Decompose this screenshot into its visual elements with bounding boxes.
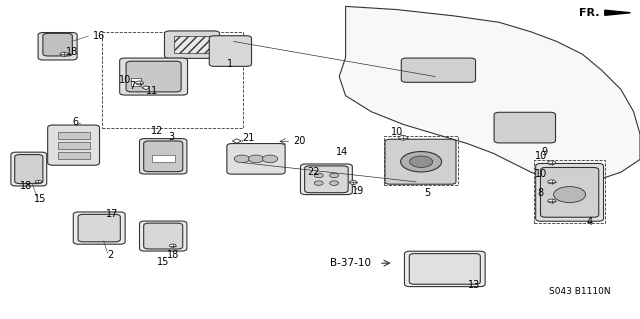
Circle shape	[330, 173, 339, 178]
Text: 14: 14	[335, 146, 348, 157]
Text: B-37-10: B-37-10	[330, 258, 371, 268]
Text: 16: 16	[93, 31, 106, 41]
Text: 9: 9	[541, 146, 547, 157]
FancyBboxPatch shape	[227, 144, 285, 174]
Text: 1: 1	[227, 59, 234, 70]
FancyBboxPatch shape	[209, 36, 252, 66]
Circle shape	[349, 181, 357, 184]
Text: 18: 18	[65, 47, 78, 57]
Text: 17: 17	[106, 209, 118, 219]
Text: 12: 12	[150, 126, 163, 136]
Circle shape	[234, 155, 250, 163]
Bar	[384, 136, 458, 185]
FancyBboxPatch shape	[48, 125, 100, 165]
Text: 18: 18	[19, 181, 32, 191]
Text: 10: 10	[534, 151, 547, 161]
Text: 6: 6	[72, 117, 79, 127]
Circle shape	[248, 155, 264, 163]
FancyBboxPatch shape	[404, 251, 485, 286]
FancyBboxPatch shape	[38, 33, 77, 60]
Circle shape	[554, 187, 586, 203]
Bar	[58, 152, 90, 159]
FancyBboxPatch shape	[164, 31, 220, 58]
Text: 20: 20	[293, 136, 306, 146]
Polygon shape	[605, 10, 630, 15]
Text: 10: 10	[534, 169, 547, 179]
Text: S043 B1110N: S043 B1110N	[549, 287, 611, 296]
FancyBboxPatch shape	[78, 214, 120, 242]
Circle shape	[35, 180, 42, 183]
Text: FR.: FR.	[579, 8, 600, 18]
Circle shape	[548, 161, 556, 165]
Circle shape	[136, 81, 143, 85]
Circle shape	[401, 152, 442, 172]
FancyBboxPatch shape	[15, 155, 43, 184]
Text: 4: 4	[587, 217, 593, 227]
Circle shape	[262, 155, 278, 163]
FancyBboxPatch shape	[536, 164, 604, 221]
Text: 5: 5	[424, 188, 431, 198]
Circle shape	[330, 181, 339, 185]
Bar	[58, 132, 90, 139]
Text: 3: 3	[168, 132, 175, 142]
Text: 19: 19	[352, 186, 365, 197]
Circle shape	[314, 173, 323, 178]
Text: 10: 10	[119, 75, 132, 85]
Text: 22: 22	[307, 167, 320, 177]
Text: 13: 13	[467, 279, 480, 290]
Polygon shape	[142, 86, 150, 90]
Bar	[58, 142, 90, 149]
Text: 2: 2	[107, 250, 113, 260]
Bar	[534, 160, 605, 223]
Circle shape	[314, 181, 323, 185]
FancyBboxPatch shape	[120, 58, 188, 95]
Circle shape	[399, 136, 408, 140]
Polygon shape	[339, 6, 640, 182]
FancyBboxPatch shape	[401, 58, 476, 82]
Text: 10: 10	[390, 127, 403, 137]
FancyBboxPatch shape	[126, 61, 181, 92]
Bar	[152, 155, 175, 162]
Circle shape	[548, 180, 556, 184]
Circle shape	[170, 244, 176, 247]
FancyBboxPatch shape	[144, 223, 183, 249]
Polygon shape	[232, 139, 241, 143]
Text: 11: 11	[146, 85, 159, 96]
FancyBboxPatch shape	[540, 167, 599, 217]
FancyBboxPatch shape	[43, 33, 72, 56]
Text: 8: 8	[538, 188, 544, 198]
FancyBboxPatch shape	[385, 139, 456, 184]
Text: 18: 18	[166, 250, 179, 260]
FancyBboxPatch shape	[140, 138, 187, 174]
FancyBboxPatch shape	[11, 152, 47, 186]
Bar	[174, 36, 209, 54]
Text: 21: 21	[242, 133, 255, 143]
Circle shape	[548, 199, 556, 203]
FancyBboxPatch shape	[144, 141, 183, 172]
FancyBboxPatch shape	[301, 164, 352, 195]
FancyBboxPatch shape	[410, 254, 480, 284]
Text: 15: 15	[33, 194, 46, 204]
Bar	[131, 78, 141, 86]
Bar	[102, 32, 243, 128]
FancyBboxPatch shape	[140, 221, 187, 251]
Text: 7: 7	[129, 81, 135, 91]
FancyBboxPatch shape	[494, 112, 556, 143]
FancyBboxPatch shape	[305, 166, 348, 193]
Circle shape	[410, 156, 433, 167]
Circle shape	[60, 52, 68, 56]
Text: 15: 15	[157, 257, 170, 267]
FancyBboxPatch shape	[73, 212, 125, 244]
